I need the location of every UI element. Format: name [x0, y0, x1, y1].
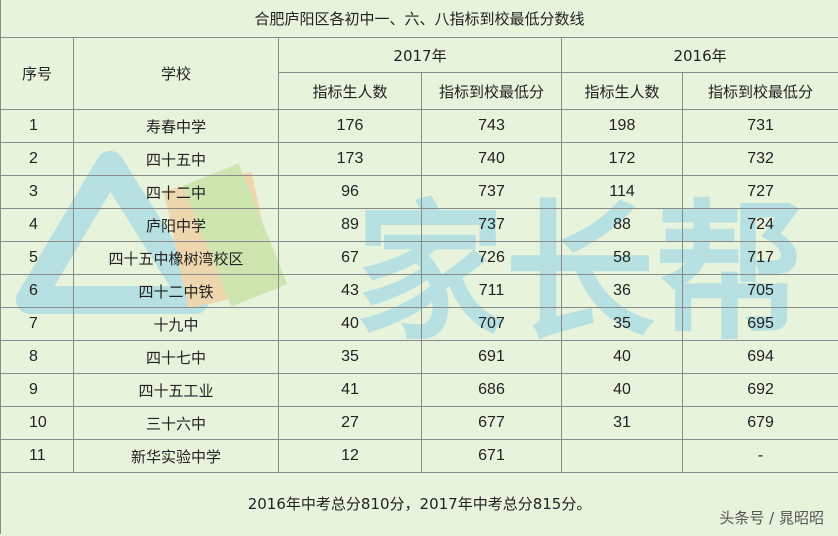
cell-school: 四十五中: [73, 142, 279, 176]
cell-score-2016: 731: [681, 109, 838, 143]
header-seq: 序号: [0, 37, 74, 110]
header-school: 学校: [73, 37, 279, 110]
cell-seq: 3: [0, 175, 74, 209]
cell-score-2017: 737: [421, 208, 562, 242]
cell-school: 十九中: [73, 307, 279, 341]
cell-seq: 2: [0, 142, 74, 176]
cell-quota-2017: 12: [278, 439, 422, 473]
cell-score-2016: 724: [681, 208, 838, 242]
cell-quota-2017: 173: [278, 142, 422, 176]
cell-school: 三十六中: [73, 406, 279, 440]
table-row: 8 四十七中 35 691 40 694: [0, 340, 838, 374]
cell-quota-2017: 40: [278, 307, 422, 341]
cell-seq: 9: [0, 373, 74, 407]
cell-seq: 4: [0, 208, 74, 242]
table-row: 2 四十五中 173 740 172 732: [0, 142, 838, 176]
cell-seq: 11: [0, 439, 74, 473]
cell-score-2016: 694: [681, 340, 838, 374]
header-min-score-2017: 指标到校最低分: [421, 72, 562, 110]
cell-score-2016: -: [681, 439, 838, 473]
cell-school: 四十七中: [73, 340, 279, 374]
cell-seq: 5: [0, 241, 74, 275]
cell-score-2017: 711: [421, 274, 562, 308]
table-row: 9 四十五工业 41 686 40 692: [0, 373, 838, 407]
cell-score-2017: 740: [421, 142, 562, 176]
cell-score-2017: 743: [421, 109, 562, 143]
cell-score-2016: 692: [681, 373, 838, 407]
cell-score-2016: 727: [681, 175, 838, 209]
cell-quota-2016: 114: [561, 175, 683, 209]
header-quota-2017: 指标生人数: [278, 72, 422, 110]
cell-score-2017: 707: [421, 307, 562, 341]
cell-quota-2017: 41: [278, 373, 422, 407]
cell-score-2017: 671: [421, 439, 562, 473]
header-min-score-2016: 指标到校最低分: [681, 72, 838, 110]
cell-quota-2017: 96: [278, 175, 422, 209]
cell-seq: 10: [0, 406, 74, 440]
cell-score-2017: 686: [421, 373, 562, 407]
header-year-2017: 2017年: [278, 37, 562, 73]
cell-seq: 6: [0, 274, 74, 308]
cell-score-2017: 691: [421, 340, 562, 374]
cell-quota-2017: 67: [278, 241, 422, 275]
table-title: 合肥庐阳区各初中一、六、八指标到校最低分数线: [0, 0, 838, 38]
cell-seq: 1: [0, 109, 74, 143]
table-row: 10 三十六中 27 677 31 679: [0, 406, 838, 440]
cell-quota-2017: 35: [278, 340, 422, 374]
cell-school: 四十五工业: [73, 373, 279, 407]
cell-quota-2017: 27: [278, 406, 422, 440]
table-row: 4 庐阳中学 89 737 88 724: [0, 208, 838, 242]
cell-score-2016: 679: [681, 406, 838, 440]
cell-score-2017: 726: [421, 241, 562, 275]
author-credit: 头条号 / 晁昭昭: [719, 509, 824, 527]
cell-score-2016: 695: [681, 307, 838, 341]
cell-quota-2016: 172: [561, 142, 683, 176]
cell-quota-2017: 176: [278, 109, 422, 143]
cell-quota-2016: 88: [561, 208, 683, 242]
cell-quota-2016: 40: [561, 373, 683, 407]
table-row: 7 十九中 40 707 35 695: [0, 307, 838, 341]
cell-school: 寿春中学: [73, 109, 279, 143]
cell-quota-2016: 36: [561, 274, 683, 308]
cell-quota-2017: 89: [278, 208, 422, 242]
cell-seq: 7: [0, 307, 74, 341]
cell-school: 新华实验中学: [73, 439, 279, 473]
cell-score-2016: 717: [681, 241, 838, 275]
cell-quota-2016: 198: [561, 109, 683, 143]
cell-quota-2016: 31: [561, 406, 683, 440]
cell-score-2016: 705: [681, 274, 838, 308]
cell-quota-2016: [561, 439, 683, 473]
cell-school: 四十二中铁: [73, 274, 279, 308]
cell-quota-2017: 43: [278, 274, 422, 308]
table-row: 5 四十五中橡树湾校区 67 726 58 717: [0, 241, 838, 275]
cell-score-2016: 732: [681, 142, 838, 176]
cell-quota-2016: 40: [561, 340, 683, 374]
table-row: 6 四十二中铁 43 711 36 705: [0, 274, 838, 308]
cell-school: 四十二中: [73, 175, 279, 209]
header-quota-2016: 指标生人数: [561, 72, 683, 110]
cell-quota-2016: 58: [561, 241, 683, 275]
cell-school: 庐阳中学: [73, 208, 279, 242]
table-row: 3 四十二中 96 737 114 727: [0, 175, 838, 209]
cell-seq: 8: [0, 340, 74, 374]
cell-score-2017: 737: [421, 175, 562, 209]
table-row: 1 寿春中学 176 743 198 731: [0, 109, 838, 143]
cell-school: 四十五中橡树湾校区: [73, 241, 279, 275]
cell-quota-2016: 35: [561, 307, 683, 341]
cell-score-2017: 677: [421, 406, 562, 440]
header-year-2016: 2016年: [560, 37, 838, 73]
footnote: 2016年中考总分810分，2017年中考总分815分。: [0, 472, 838, 534]
table-row: 11 新华实验中学 12 671 -: [0, 439, 838, 473]
